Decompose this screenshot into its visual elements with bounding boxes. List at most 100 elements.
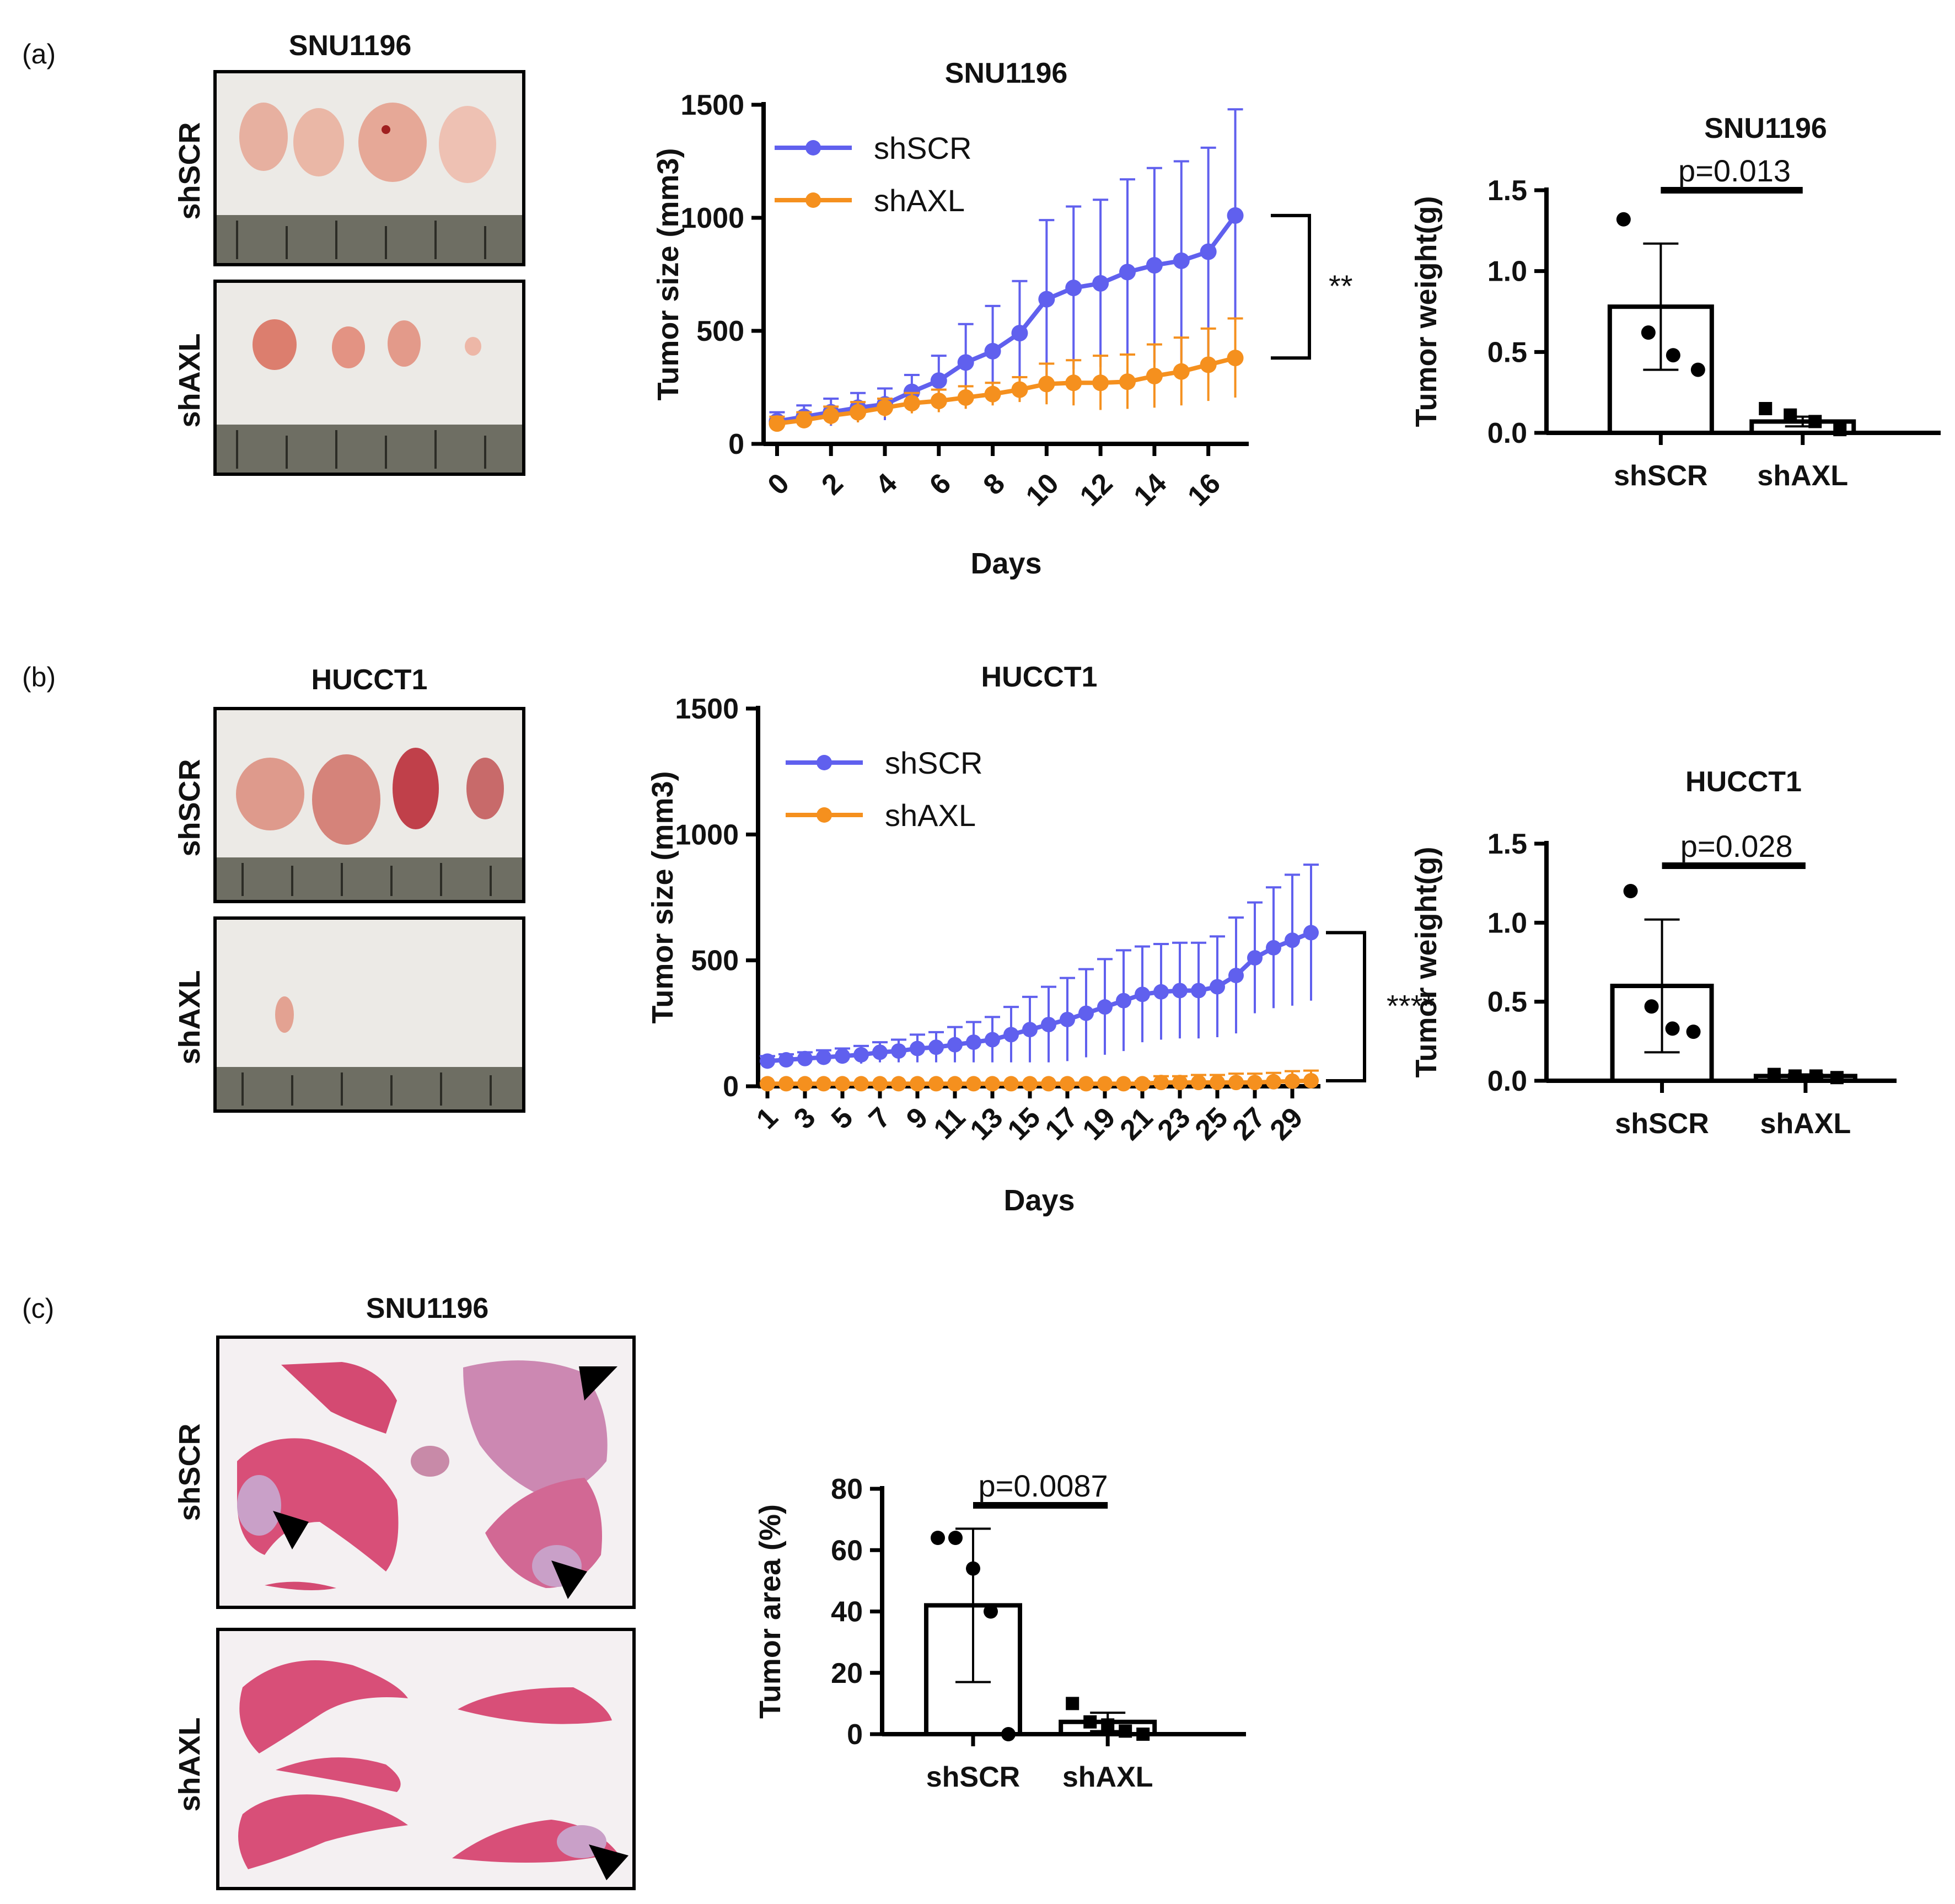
data-point-shSCR — [778, 1052, 794, 1068]
row-label-shSCR-b: shSCR — [173, 759, 206, 856]
data-point-shAXL — [760, 1076, 775, 1092]
row-label-shSCR-c: shSCR — [173, 1423, 206, 1521]
data-point-shSCR — [931, 1531, 945, 1545]
data-point-shSCR — [1228, 968, 1244, 984]
data-point-shAXL — [1135, 1076, 1150, 1092]
data-point-shAXL — [797, 1076, 813, 1092]
data-point-shSCR — [966, 1034, 981, 1050]
x-tick-label: 1 — [750, 1101, 784, 1135]
arrowhead-icon — [273, 1511, 309, 1549]
x-tick-label-shAXL: shAXL — [1760, 1108, 1851, 1140]
chart-title: SNU1196 — [945, 57, 1068, 89]
y-axis-label: Tumor area (%) — [754, 1504, 787, 1719]
y-tick-label: 0 — [847, 1719, 863, 1751]
tumor-photo-shSCR — [213, 70, 525, 266]
significance-label: **** — [1387, 989, 1435, 1023]
data-point-shSCR — [1623, 884, 1638, 898]
data-point-shAXL — [1784, 408, 1797, 422]
data-point-shSCR — [1135, 986, 1150, 1002]
x-axis-label: Days — [970, 547, 1041, 580]
data-point-shSCR — [1690, 362, 1705, 377]
series-line-shSCR — [767, 930, 1312, 1064]
data-point-shAXL — [823, 407, 840, 424]
y-tick-label: 20 — [831, 1658, 863, 1690]
x-tick-label: 0 — [761, 467, 795, 501]
legend-label-shSCR: shSCR — [874, 131, 971, 165]
data-point-shSCR — [1227, 207, 1244, 224]
x-tick-label: 7 — [863, 1101, 896, 1135]
data-point-shAXL — [1003, 1076, 1019, 1092]
data-point-shAXL — [1210, 1075, 1225, 1091]
data-point-shSCR — [1060, 1011, 1075, 1027]
panel-a-photo-title: SNU1196 — [289, 30, 412, 62]
data-point-shSCR — [948, 1531, 963, 1545]
legend-label-shAXL: shAXL — [874, 183, 965, 218]
data-point-shAXL — [1119, 1724, 1132, 1738]
y-axis-label: Tumor weight(g) — [1410, 196, 1443, 427]
data-point-shAXL — [1200, 356, 1217, 373]
data-point-shSCR — [1041, 1017, 1056, 1033]
chart-title: HUCCT1 — [1685, 766, 1802, 798]
y-axis-label: Tumor size (mm3) — [646, 771, 679, 1023]
data-point-shSCR — [985, 1032, 1000, 1048]
data-point-shAXL — [928, 1076, 944, 1092]
chart-a-tumor-weight: SNU1196 0.0 0.5 1.0 1.5 Tumor weight(g) shSCR s… — [1410, 112, 1941, 492]
x-tick-label-shAXL: shAXL — [1062, 1761, 1153, 1793]
data-point-shSCR — [1038, 291, 1055, 308]
data-point-shAXL — [1285, 1073, 1300, 1089]
x-tick-label: 6 — [923, 467, 957, 501]
data-point-shSCR — [1146, 257, 1163, 274]
x-tick-label: 29 — [1264, 1101, 1309, 1146]
data-point-shAXL — [1830, 1071, 1844, 1085]
data-point-shAXL — [1172, 1075, 1188, 1091]
data-point-shSCR — [1078, 1005, 1094, 1021]
data-point-shSCR — [1285, 932, 1300, 948]
y-tick-label: 0 — [723, 1071, 739, 1103]
data-point-shAXL — [1078, 1076, 1094, 1092]
data-point-shAXL — [1066, 1697, 1079, 1710]
data-point-shSCR — [891, 1043, 906, 1059]
x-tick-label-shSCR: shSCR — [926, 1761, 1020, 1793]
panel-c-photo-title: SNU1196 — [366, 1292, 489, 1324]
data-point-shSCR — [1097, 999, 1113, 1015]
data-point-shSCR — [816, 1049, 831, 1065]
data-point-shAXL — [816, 1076, 831, 1092]
data-point-shAXL — [1060, 1076, 1075, 1092]
data-point-shAXL — [1809, 1069, 1823, 1083]
legend-label-shAXL: shAXL — [885, 798, 976, 833]
data-point-shAXL — [1101, 1718, 1115, 1732]
data-point-shSCR — [1644, 999, 1659, 1014]
series-line-shAXL — [776, 356, 1236, 426]
y-tick-label: 60 — [831, 1535, 863, 1567]
data-point-shSCR — [1011, 325, 1028, 342]
y-tick-label: 1.0 — [1487, 907, 1527, 939]
y-axis-label: Tumor size (mm3) — [652, 148, 685, 400]
data-point-shSCR — [835, 1048, 850, 1064]
data-point-shSCR — [797, 1050, 813, 1066]
data-point-shSCR — [1001, 1727, 1016, 1741]
x-tick-label: 8 — [978, 467, 1011, 501]
y-tick-label: 0 — [728, 428, 744, 460]
data-point-shSCR — [1065, 280, 1082, 297]
row-label-shSCR-a: shSCR — [173, 122, 206, 219]
chart-title: SNU1196 — [1704, 112, 1827, 144]
data-point-shAXL — [1092, 374, 1109, 391]
data-point-shAXL — [1041, 1076, 1056, 1092]
y-tick-label: 1500 — [675, 693, 739, 725]
x-tick-label: 5 — [825, 1101, 859, 1135]
y-tick-label: 0.5 — [1487, 336, 1527, 368]
chart-b-tumor-weight: HUCCT1 0.0 0.5 1.0 1.5 Tumor weight(g) shSCR sh… — [1410, 766, 1897, 1140]
panel-a-label: (a) — [22, 39, 56, 69]
data-point-shAXL — [891, 1076, 906, 1092]
x-tick-label: 16 — [1181, 467, 1227, 512]
x-tick-label: 9 — [900, 1101, 934, 1135]
data-point-shAXL — [769, 415, 786, 432]
tumor-photo-shSCR-b — [213, 707, 525, 903]
panel-b-photo-title: HUCCT1 — [311, 664, 428, 696]
chart-c-tumor-area: 0 20 40 60 80 Tumor area (%) shSCR shAXL p=0.008… — [754, 1468, 1246, 1793]
data-point-shAXL — [853, 1076, 869, 1092]
data-point-shAXL — [1266, 1074, 1281, 1090]
y-tick-label: 0.5 — [1487, 986, 1527, 1018]
data-point-shAXL — [796, 411, 813, 428]
